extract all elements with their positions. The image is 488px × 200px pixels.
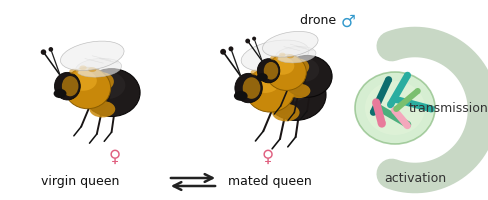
Text: virgin queen: virgin queen [41, 175, 119, 188]
Circle shape [404, 72, 411, 79]
Ellipse shape [289, 59, 309, 75]
Text: ♀: ♀ [109, 148, 121, 166]
Ellipse shape [88, 71, 125, 99]
Ellipse shape [91, 72, 114, 91]
Circle shape [252, 37, 256, 41]
Ellipse shape [271, 68, 280, 73]
Ellipse shape [258, 58, 306, 78]
Ellipse shape [355, 72, 435, 144]
Ellipse shape [234, 91, 247, 101]
Ellipse shape [262, 66, 269, 71]
Ellipse shape [89, 101, 115, 117]
Ellipse shape [273, 71, 295, 114]
Circle shape [378, 120, 386, 128]
Ellipse shape [55, 72, 81, 100]
Ellipse shape [243, 77, 261, 99]
FancyArrow shape [394, 96, 432, 112]
Ellipse shape [76, 58, 122, 77]
Ellipse shape [265, 69, 326, 120]
Ellipse shape [62, 76, 79, 96]
FancyArrow shape [377, 104, 409, 128]
Circle shape [41, 49, 46, 55]
Ellipse shape [245, 68, 295, 112]
Ellipse shape [83, 69, 140, 117]
Ellipse shape [241, 40, 309, 71]
Circle shape [228, 46, 233, 51]
Ellipse shape [250, 69, 261, 75]
Ellipse shape [271, 72, 310, 102]
Ellipse shape [257, 59, 280, 83]
Circle shape [375, 104, 382, 111]
FancyArrow shape [370, 78, 392, 114]
Circle shape [391, 96, 398, 103]
Ellipse shape [257, 73, 268, 81]
Circle shape [404, 121, 411, 128]
Circle shape [370, 109, 377, 116]
FancyArrow shape [387, 74, 410, 106]
Text: transmission: transmission [408, 102, 488, 114]
Ellipse shape [270, 55, 278, 60]
Circle shape [404, 122, 411, 129]
Ellipse shape [54, 89, 66, 98]
Ellipse shape [250, 71, 280, 93]
Ellipse shape [61, 41, 124, 70]
Ellipse shape [88, 67, 97, 72]
Ellipse shape [279, 53, 285, 57]
Ellipse shape [365, 81, 425, 135]
Ellipse shape [286, 54, 294, 58]
Circle shape [385, 76, 392, 83]
Circle shape [391, 107, 398, 114]
Ellipse shape [289, 57, 306, 92]
Ellipse shape [263, 31, 318, 57]
Text: ♀: ♀ [262, 148, 274, 166]
Circle shape [48, 47, 53, 52]
FancyArrow shape [394, 89, 420, 111]
Ellipse shape [235, 73, 263, 103]
Circle shape [415, 88, 421, 94]
Ellipse shape [270, 57, 294, 75]
Circle shape [245, 39, 250, 43]
Circle shape [220, 49, 226, 55]
Ellipse shape [264, 62, 278, 80]
Circle shape [372, 98, 380, 106]
Ellipse shape [288, 84, 310, 98]
Ellipse shape [69, 71, 97, 91]
Text: activation: activation [384, 172, 446, 185]
Ellipse shape [274, 73, 298, 93]
Ellipse shape [266, 54, 306, 90]
Ellipse shape [276, 46, 316, 63]
Ellipse shape [287, 58, 319, 82]
Ellipse shape [64, 67, 111, 109]
Ellipse shape [80, 65, 87, 70]
Ellipse shape [282, 55, 332, 97]
Ellipse shape [69, 69, 79, 74]
Text: mated queen: mated queen [228, 175, 312, 188]
Circle shape [393, 106, 399, 112]
FancyArrow shape [372, 101, 386, 125]
Ellipse shape [90, 71, 111, 111]
Text: drone: drone [300, 14, 340, 27]
Text: ♂: ♂ [341, 13, 356, 31]
Ellipse shape [272, 104, 300, 121]
Circle shape [428, 105, 435, 112]
FancyArrow shape [392, 108, 410, 128]
Circle shape [387, 101, 394, 108]
